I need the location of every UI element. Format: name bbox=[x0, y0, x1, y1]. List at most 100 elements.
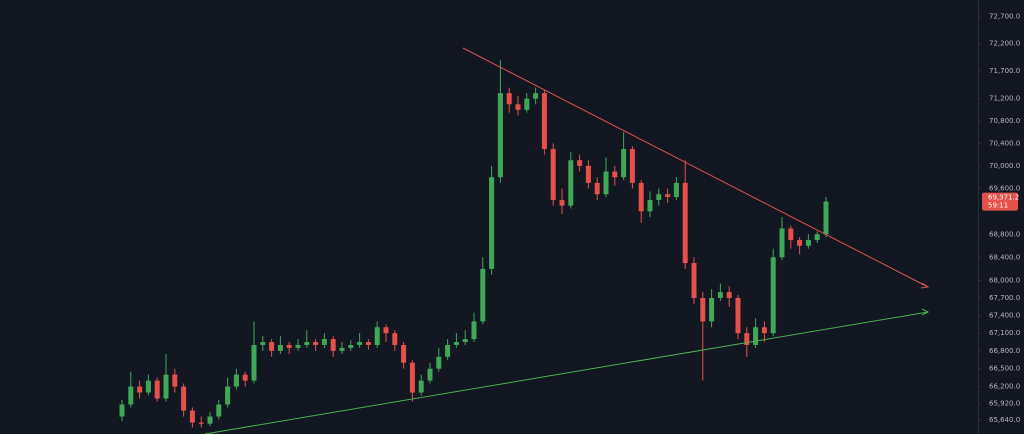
candle-body bbox=[436, 356, 442, 369]
candle-body bbox=[656, 194, 662, 200]
candle-body bbox=[145, 380, 151, 393]
candle-body bbox=[409, 362, 415, 393]
candle-body bbox=[735, 297, 741, 334]
candle-body bbox=[163, 374, 169, 399]
candle-body bbox=[612, 171, 618, 178]
y-tick-label: 65,920.0 bbox=[989, 399, 1020, 407]
candle-body bbox=[251, 344, 257, 381]
y-tick-label: 66,800.0 bbox=[989, 347, 1020, 355]
candle-body bbox=[533, 93, 539, 99]
candle-body bbox=[497, 93, 503, 178]
y-tick-label: 67,400.0 bbox=[989, 312, 1020, 320]
resistance-trendline bbox=[462, 47, 929, 288]
candle-body bbox=[770, 257, 776, 334]
candle-body bbox=[313, 342, 319, 345]
candle-body bbox=[277, 344, 283, 351]
y-tick-label: 68,400.0 bbox=[989, 253, 1020, 261]
candle-body bbox=[814, 234, 820, 241]
candle-body bbox=[753, 327, 759, 345]
candle-body bbox=[286, 344, 292, 348]
candle-body bbox=[242, 374, 248, 381]
candle-body bbox=[374, 327, 380, 345]
candle-body bbox=[348, 344, 354, 348]
candle-body bbox=[559, 199, 565, 206]
plot-area bbox=[119, 60, 829, 428]
y-tick-label: 66,200.0 bbox=[989, 383, 1020, 391]
candle-body bbox=[603, 171, 609, 195]
candle-body bbox=[321, 339, 327, 345]
candle-body bbox=[216, 404, 222, 417]
candle-body bbox=[673, 182, 679, 198]
candle-body bbox=[418, 380, 424, 393]
candle-body bbox=[128, 386, 134, 405]
last-price: 69,371.2 bbox=[988, 194, 1019, 202]
candle-body bbox=[304, 342, 310, 345]
candle-body bbox=[805, 240, 811, 246]
price-axis: 72,700.0 72,200.0 71,700.0 71,200.0 70,800.0… bbox=[978, 12, 1020, 424]
candle-body bbox=[788, 228, 794, 241]
candle-body bbox=[339, 347, 345, 351]
candle-body bbox=[506, 93, 512, 105]
candle-body bbox=[744, 333, 750, 345]
candle-body bbox=[383, 327, 389, 334]
candle-body bbox=[445, 344, 451, 357]
candle-body bbox=[172, 374, 178, 387]
candle-body bbox=[638, 182, 644, 212]
candle-body bbox=[154, 380, 160, 399]
y-tick-label: 70,400.0 bbox=[989, 139, 1020, 147]
y-tick-label: 68,000.0 bbox=[989, 276, 1020, 284]
y-tick-label: 72,200.0 bbox=[989, 40, 1020, 48]
countdown: 59:11 bbox=[988, 202, 1008, 210]
y-tick-label: 67,100.0 bbox=[989, 329, 1020, 337]
candle-body bbox=[594, 182, 600, 195]
candle-body bbox=[480, 268, 486, 322]
candle-body bbox=[779, 228, 785, 258]
candle-body bbox=[761, 327, 767, 334]
candle-body bbox=[515, 104, 521, 110]
candle-body bbox=[453, 342, 459, 345]
candle-body bbox=[682, 182, 688, 264]
candle-body bbox=[691, 263, 697, 298]
candle-body bbox=[269, 342, 275, 351]
candle-body bbox=[621, 148, 627, 178]
candle-body bbox=[797, 240, 803, 246]
support-trendline bbox=[204, 311, 929, 434]
candle-body bbox=[189, 410, 195, 423]
candle-body bbox=[524, 98, 530, 110]
candle-body bbox=[401, 344, 407, 363]
candle-body bbox=[260, 342, 266, 345]
candle-body bbox=[207, 416, 213, 424]
candle-body bbox=[225, 386, 231, 405]
arrow-head bbox=[921, 308, 930, 316]
candle-body bbox=[823, 201, 829, 235]
candle-body bbox=[198, 422, 204, 424]
candle-body bbox=[568, 160, 574, 206]
candle-body bbox=[357, 342, 363, 345]
candle-body bbox=[489, 177, 495, 269]
y-tick-label: 66,500.0 bbox=[989, 365, 1020, 373]
candle-body bbox=[700, 297, 706, 322]
y-tick-label: 71,200.0 bbox=[989, 95, 1020, 103]
candle-body bbox=[585, 165, 591, 183]
candle-body bbox=[392, 333, 398, 345]
candle-body bbox=[119, 404, 125, 417]
y-tick-label: 67,700.0 bbox=[989, 294, 1020, 302]
last-price-tag: 69,371.2 59:11 bbox=[982, 192, 1019, 211]
candle-body bbox=[233, 374, 239, 387]
y-tick-label: 71,700.0 bbox=[989, 67, 1020, 75]
y-tick-label: 70,000.0 bbox=[989, 162, 1020, 170]
y-tick-label: 65,640.0 bbox=[989, 416, 1020, 424]
candle-body bbox=[665, 194, 671, 198]
candle-body bbox=[330, 339, 336, 351]
candle-body bbox=[365, 342, 371, 345]
candle-body bbox=[462, 339, 468, 343]
candle-body bbox=[629, 148, 635, 183]
y-tick-label: 72,700.0 bbox=[989, 12, 1020, 20]
candle-body bbox=[181, 386, 187, 411]
y-tick-label: 68,800.0 bbox=[989, 230, 1020, 238]
arrow-head bbox=[920, 282, 930, 289]
candle-body bbox=[717, 292, 723, 298]
candle-body bbox=[577, 160, 583, 166]
